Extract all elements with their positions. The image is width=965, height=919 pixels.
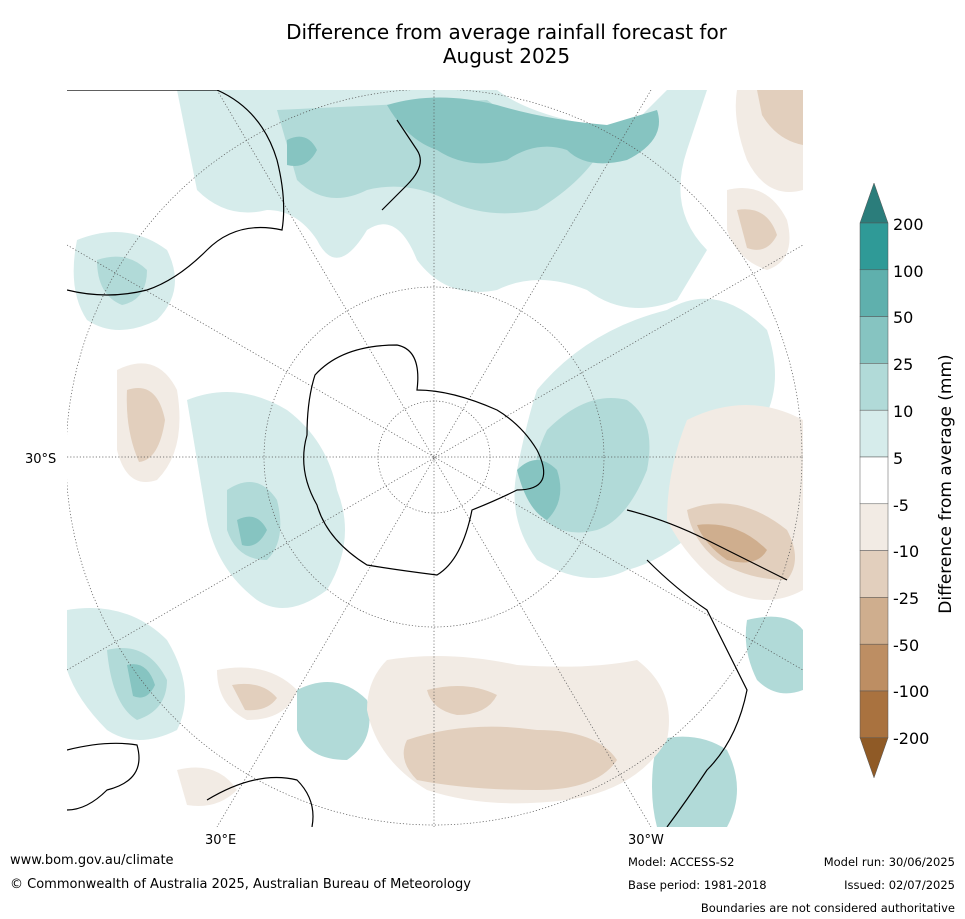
new-zealand-coast	[381, 119, 421, 211]
legend-level-10: 10	[893, 402, 914, 421]
legend-level-neg5: -5	[893, 496, 909, 515]
dry-anomaly-region-south-pacific	[367, 656, 669, 804]
colorbar-swatch-100-200	[859, 222, 889, 271]
copyright-notice: © Commonwealth of Australia 2025, Austra…	[10, 877, 471, 892]
legend-level-neg200: -200	[893, 729, 930, 748]
africa-coast	[67, 742, 314, 827]
longitude-label-30e: 30°E	[205, 833, 237, 848]
wet-anomaly-region-southwest	[67, 608, 370, 760]
legend-level-100: 100	[893, 262, 924, 281]
antarctica-coast	[303, 344, 545, 576]
colorbar-swatch-neg100-neg50	[859, 643, 889, 692]
map-title-line1: Difference from average rainfall forecas…	[286, 20, 727, 44]
colorbar-extend-bottom	[859, 737, 889, 779]
legend-level-neg50: -50	[893, 636, 920, 655]
graticule	[67, 90, 803, 827]
colorbar: 200 100 50 25 10 5 -5 -10 -25 -50 -100 -…	[855, 180, 965, 790]
legend-level-neg10: -10	[893, 542, 920, 561]
latitude-circle-30s	[67, 90, 803, 826]
colorbar-swatch-10-25	[859, 363, 889, 411]
legend-level-25: 25	[893, 355, 914, 374]
legend-level-200: 200	[893, 215, 924, 234]
map-title: Difference from average rainfall forecas…	[0, 20, 965, 68]
legend-level-50: 50	[893, 308, 914, 327]
colorbar-swatch-neg25-neg10	[859, 550, 889, 598]
dry-anomaly-region-south-atlantic	[667, 90, 803, 600]
issued-date: Issued: 02/07/2025	[844, 878, 955, 892]
colorbar-swatch-25-50	[859, 316, 889, 364]
coastlines	[67, 90, 788, 827]
australia-coast	[67, 90, 285, 296]
legend-level-neg100: -100	[893, 682, 930, 701]
colorbar-extend-top	[859, 182, 889, 224]
south-america-coast	[626, 509, 788, 827]
model-name: Model: ACCESS-S2	[628, 855, 735, 869]
rainfall-anomaly-map	[67, 90, 803, 827]
wet-anomaly-region-pacific	[177, 90, 707, 308]
model-run-date: Model run: 30/06/2025	[823, 855, 955, 869]
colorbar-swatch-neg50-neg25	[859, 597, 889, 645]
latitude-circle-50s	[263, 286, 605, 628]
boundaries-disclaimer: Boundaries are not considered authoritat…	[700, 901, 955, 915]
legend-level-5: 5	[893, 449, 904, 468]
colorbar-swatches	[859, 182, 889, 779]
latitude-label-30s: 30°S	[25, 452, 57, 467]
colorbar-swatch-5-10	[859, 409, 889, 458]
wet-anomaly-region-south-america	[652, 616, 803, 827]
map-title-line2: August 2025	[442, 44, 571, 68]
map-canvas	[67, 90, 803, 827]
dry-anomaly-region-indian	[117, 363, 297, 806]
base-period: Base period: 1981-2018	[628, 878, 767, 892]
longitude-label-30w: 30°W	[628, 833, 664, 848]
colorbar-swatch-neg10-neg5	[859, 503, 889, 551]
colorbar-swatch-neg200-neg100	[859, 690, 889, 739]
colorbar-title: Difference from average (mm)	[936, 354, 956, 614]
colorbar-swatch-neg5-5	[859, 456, 889, 505]
colorbar-swatch-50-100	[859, 269, 889, 317]
legend-level-neg25: -25	[893, 589, 920, 608]
website-link[interactable]: www.bom.gov.au/climate	[10, 853, 174, 868]
